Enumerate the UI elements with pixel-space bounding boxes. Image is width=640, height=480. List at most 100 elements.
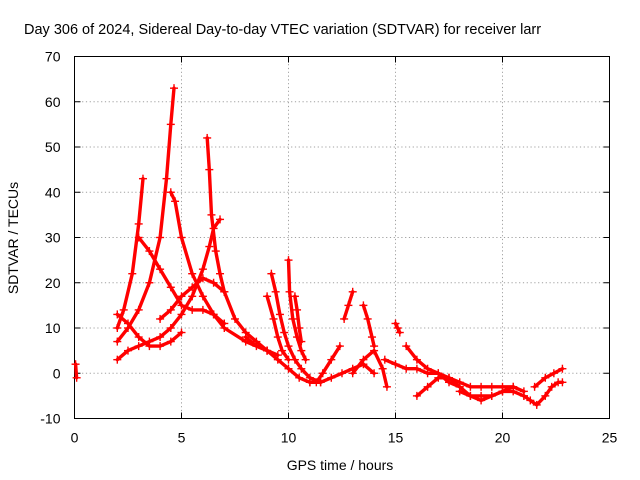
data-point [241, 333, 250, 342]
data-point [509, 387, 518, 396]
data-point [209, 310, 218, 319]
data-point [71, 360, 80, 369]
data-point [124, 319, 132, 328]
data-point [113, 355, 122, 364]
data-point [220, 324, 229, 332]
data-point [412, 391, 421, 400]
data-point [198, 292, 207, 301]
data-point [359, 355, 368, 364]
data-point [402, 342, 411, 351]
y-tick-label: 20 [45, 275, 61, 291]
series-trace [415, 376, 515, 403]
data-point [72, 373, 81, 382]
data-point [220, 287, 229, 296]
data-point [198, 265, 207, 274]
y-tick-label: 40 [45, 184, 61, 200]
data-point [335, 342, 344, 351]
data-point [284, 355, 293, 364]
x-tick-labels: 0 5 10 15 20 25 [71, 430, 618, 446]
series-s17 [359, 301, 379, 351]
series-s8 [113, 310, 186, 351]
data-point [207, 210, 216, 219]
series-s3 [113, 174, 147, 332]
data-point [177, 292, 186, 301]
data-point [284, 342, 293, 351]
x-axis-label: GPS time / hours [287, 457, 394, 473]
data-point [363, 314, 372, 323]
x-tick-label: 20 [495, 430, 511, 446]
data-point [549, 369, 558, 378]
data-point [156, 265, 165, 274]
data-point [216, 269, 225, 278]
data-point [340, 314, 349, 323]
data-point [487, 391, 496, 400]
data-point [285, 287, 294, 296]
data-point [128, 269, 137, 278]
data-point [156, 333, 165, 342]
x-tick-label: 10 [281, 430, 297, 446]
data-point [370, 369, 379, 378]
data-point [284, 256, 293, 265]
series-s13 [263, 292, 293, 364]
series-s9 [156, 274, 229, 323]
data-point [327, 373, 336, 382]
y-axis-label: SDTVAR / TECUs [5, 182, 21, 294]
series-trace [205, 136, 280, 357]
data-point [526, 396, 535, 405]
data-point [423, 382, 432, 391]
data-point [434, 373, 443, 382]
data-point [290, 292, 299, 301]
data-point [231, 314, 239, 323]
chart-title: Day 306 of 2024, Sidereal Day-to-day VTE… [24, 22, 541, 38]
data-point [327, 355, 336, 364]
data-point [203, 133, 212, 142]
data-point [177, 328, 186, 337]
data-point [166, 188, 175, 197]
data-point [412, 364, 421, 373]
data-point [297, 337, 306, 346]
y-tick-label: 60 [45, 94, 61, 110]
data-point [273, 355, 282, 364]
data-point [134, 219, 143, 228]
data-point [267, 269, 276, 278]
data-point [367, 333, 376, 342]
data-point [166, 324, 175, 332]
data-point [297, 346, 306, 355]
data-point [145, 247, 154, 256]
data-point [271, 287, 280, 296]
data-point [380, 355, 389, 364]
series-trace [361, 303, 376, 348]
series-s25 [530, 364, 567, 391]
data-point [301, 355, 310, 364]
series-s24 [519, 378, 567, 409]
data-point [532, 400, 541, 409]
data-point [402, 364, 411, 373]
data-point [216, 215, 225, 224]
data-point [113, 337, 122, 346]
data-point [344, 301, 353, 310]
data-point [134, 233, 143, 242]
data-point [177, 233, 186, 242]
y-tick-label: 30 [45, 230, 61, 246]
series-s15 [305, 342, 344, 387]
data-point [166, 283, 175, 292]
data-point [198, 305, 207, 314]
data-point [124, 346, 132, 355]
data-point [558, 378, 567, 387]
data-point [171, 197, 180, 206]
y-tick-label: 50 [45, 139, 61, 155]
data-point [378, 364, 387, 373]
x-tick-label: 25 [602, 430, 618, 446]
data-point [209, 278, 218, 287]
series-s11 [267, 269, 325, 387]
y-tick-labels: -10 0 10 20 30 40 50 60 70 [40, 49, 60, 427]
data-point [395, 328, 404, 337]
data-point [530, 382, 539, 391]
data-point [166, 337, 175, 346]
data-point [382, 382, 391, 391]
data-point [558, 364, 567, 373]
data-point [338, 369, 346, 378]
data-point [295, 324, 304, 332]
y-tick-label: 0 [53, 365, 61, 381]
